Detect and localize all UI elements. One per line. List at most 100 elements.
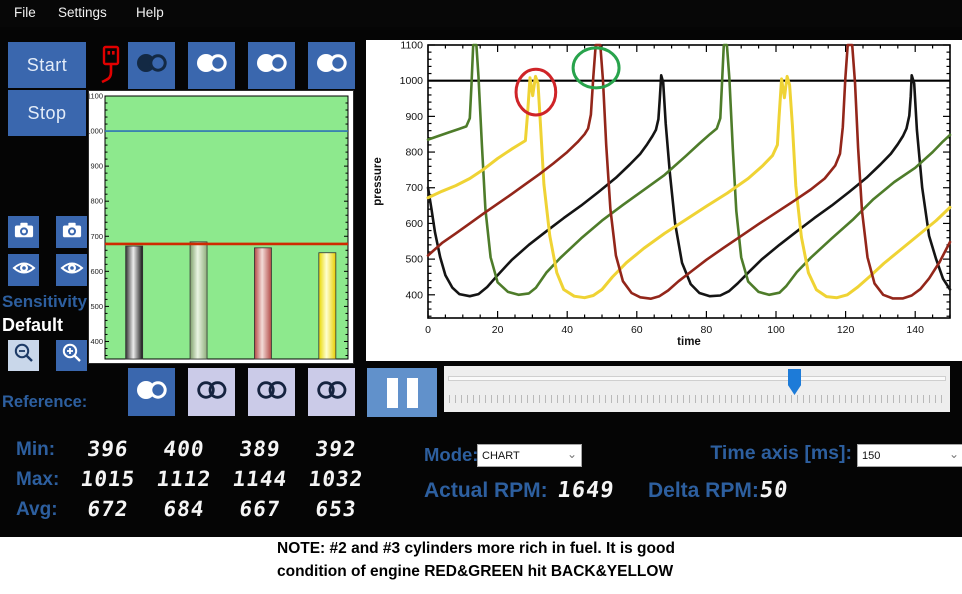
svg-text:400: 400 [90,337,103,346]
menu-bar: File Settings Help [0,0,962,27]
reference-toggle-2-button[interactable] [188,368,235,416]
svg-text:1100: 1100 [400,40,423,52]
mode-label: Mode: [424,444,479,465]
magnifier-minus-icon [13,342,35,369]
view-button-1[interactable] [8,254,39,286]
avg-value-3: 667 [238,497,282,521]
svg-text:900: 900 [90,162,103,171]
start-button[interactable]: Start [8,42,86,88]
mode-select-value: CHART [482,449,520,462]
min-value-3: 389 [238,437,282,461]
camera-icon [13,220,35,245]
sensitivity-label: Sensitivity [2,292,88,311]
reference-label: Reference: [2,393,88,411]
svg-text:1000: 1000 [400,75,424,87]
svg-text:900: 900 [405,111,423,123]
stop-button[interactable]: Stop [8,90,86,136]
svg-text:700: 700 [405,182,423,194]
svg-text:20: 20 [492,324,504,336]
time-scroll-slider[interactable] [444,366,950,412]
max-value-3: 1144 [231,467,289,491]
snapshot-button-1[interactable] [8,216,39,248]
svg-text:600: 600 [405,218,423,230]
min-value-1: 396 [86,437,130,461]
max-value-2: 1112 [155,467,213,491]
time-axis-select[interactable]: 150 ⌄ [857,444,962,467]
max-value-1: 1015 [79,467,137,491]
delta-rpm-label: Delta RPM: [648,479,759,502]
toggle-on-icon [314,52,350,79]
slider-thumb[interactable] [788,369,801,395]
svg-text:60: 60 [631,324,643,336]
channel-toggle-2-button[interactable] [188,42,235,89]
delta-rpm-value: 50 [758,478,790,503]
menu-settings[interactable]: Settings [58,5,107,20]
avg-value-1: 672 [86,497,130,521]
svg-text:700: 700 [90,232,103,241]
min-label: Min: [16,439,56,460]
svg-text:500: 500 [405,254,423,266]
snapshot-button-2[interactable] [56,216,87,248]
mode-select[interactable]: CHART ⌄ [477,444,582,467]
chevron-down-icon: ⌄ [566,446,577,461]
svg-text:100: 100 [767,324,785,336]
time-axis-select-value: 150 [862,449,881,462]
zoom-out-button[interactable] [8,340,39,371]
slider-ticks [449,395,945,403]
eye-icon [60,258,84,283]
magnifier-plus-icon [61,342,83,369]
zoom-in-button[interactable] [56,340,87,371]
svg-text:600: 600 [90,267,103,276]
reference-toggle-3-button[interactable] [248,368,295,416]
toggle-on-icon [134,52,170,79]
svg-text:1100: 1100 [89,92,103,101]
svg-text:pressure: pressure [372,157,384,206]
svg-text:1000: 1000 [89,127,103,136]
svg-text:800: 800 [405,147,423,159]
actual-rpm-label: Actual RPM: [424,479,548,502]
cylinder-bar-chart: 400 500 600 700 800 900 1000 1100 [86,90,354,364]
chevron-down-icon: ⌄ [948,446,959,461]
channel-toggle-3-button[interactable] [248,42,295,89]
max-label: Max: [16,469,60,490]
toggle-on-icon [254,52,290,79]
toggle-off-icon [194,379,230,406]
avg-label: Avg: [16,499,58,520]
channel-toggle-4-button[interactable] [308,42,355,89]
svg-text:120: 120 [837,324,855,336]
svg-text:80: 80 [701,324,713,336]
avg-value-4: 653 [314,497,358,521]
min-value-4: 392 [314,437,358,461]
usb-connector-icon [96,44,126,95]
view-button-2[interactable] [56,254,87,286]
channel-toggle-1-button[interactable] [128,42,175,89]
camera-icon [61,220,83,245]
pause-button[interactable] [367,368,437,417]
note-line-1: NOTE: #2 and #3 cylinders more rich in f… [277,540,675,557]
svg-text:time: time [677,336,701,348]
reference-toggle-4-button[interactable] [308,368,355,416]
max-value-4: 1032 [307,467,365,491]
toggle-on-icon [194,52,230,79]
note-line-2: condition of engine RED&GREEN hit BACK&Y… [277,563,674,580]
toggle-off-icon [254,379,290,406]
note-band: NOTE: #2 and #3 cylinders more rich in f… [0,537,962,594]
svg-text:800: 800 [90,197,103,206]
reference-toggle-1-button[interactable] [128,368,175,416]
toggle-off-icon [314,379,350,406]
time-axis-label: Time axis [ms]: [710,442,852,464]
toggle-on-icon [134,379,170,406]
svg-text:0: 0 [425,324,431,336]
svg-text:500: 500 [90,302,103,311]
slider-track[interactable] [448,376,946,381]
eye-icon [12,258,36,283]
menu-file[interactable]: File [14,5,36,20]
svg-text:400: 400 [405,289,423,301]
avg-value-2: 684 [162,497,206,521]
min-value-2: 400 [162,437,206,461]
svg-text:40: 40 [561,324,573,336]
sensitivity-value: Default [2,315,64,335]
pressure-line-chart: 400 500 600 700 800 900 1000 1100 0 20 40 60 80 100 12… [366,40,962,361]
start-label: Start [26,54,68,75]
menu-help[interactable]: Help [136,5,164,20]
